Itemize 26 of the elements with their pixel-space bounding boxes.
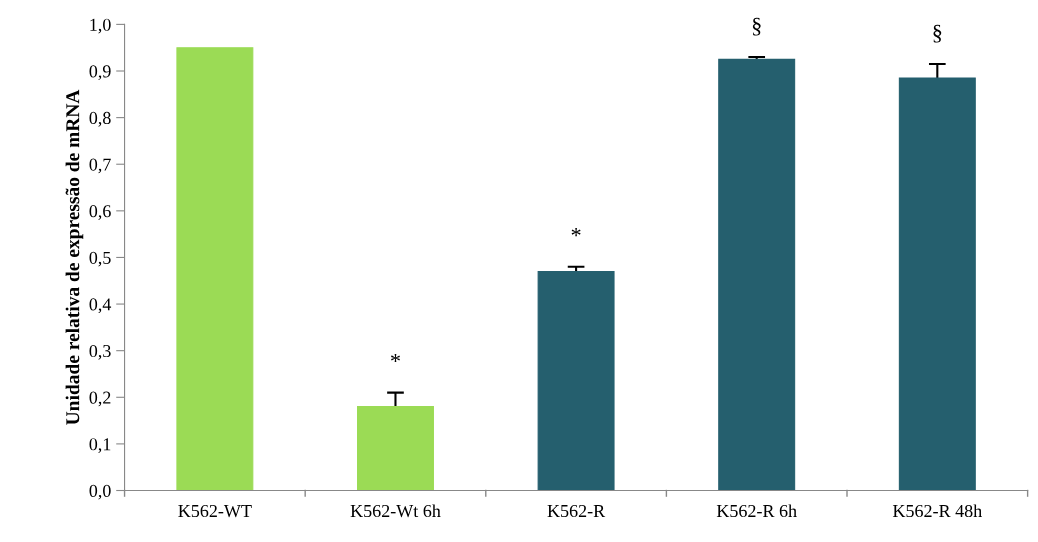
y-tick-label: 0,8 [89, 111, 111, 127]
y-tick-label: 0,0 [89, 484, 111, 500]
x-tick-label: K562-R 48h [892, 504, 982, 518]
bar [176, 47, 254, 491]
x-tick-label: K562-R 6h [716, 504, 797, 518]
annotation: § [933, 24, 942, 43]
annotation: § [752, 17, 761, 36]
bar [898, 77, 976, 491]
y-tick-label: 0,2 [89, 391, 111, 407]
y-tick-label: 0,6 [89, 205, 111, 220]
annotation: * [571, 228, 581, 237]
y-tick-label: 0,7 [89, 158, 111, 174]
y-tick-label: 0,5 [89, 251, 111, 267]
y-axis-title: Unidade relativa de expressão de mRNA [65, 89, 84, 425]
bar [718, 58, 796, 491]
bar [537, 270, 615, 491]
annotation: * [391, 353, 400, 363]
bar [356, 406, 434, 491]
y-tick-label: 0,3 [89, 344, 111, 360]
x-tick-label: K562-Wt 6h [350, 504, 441, 518]
y-tick-label: 0,9 [89, 65, 111, 81]
y-tick-label: 0,4 [89, 298, 112, 314]
x-tick-label: K562-R [547, 504, 606, 518]
x-tick-label: K562-WT [178, 504, 252, 518]
y-tick-label: 0,1 [89, 438, 111, 453]
y-tick-label: 1,0 [90, 18, 111, 34]
